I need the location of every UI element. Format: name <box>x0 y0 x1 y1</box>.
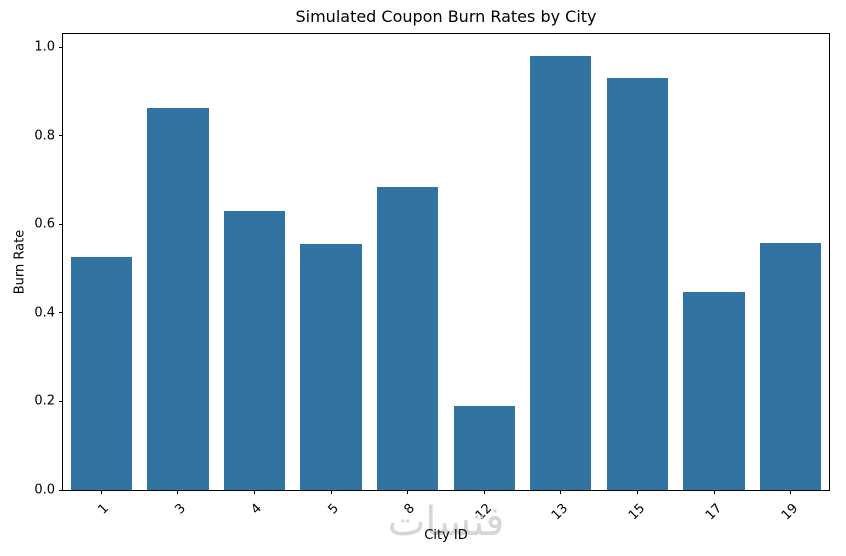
x-tick-mark <box>330 490 332 494</box>
bar-slot: 17 <box>676 34 753 523</box>
y-tick-label: 0.0 <box>34 482 55 498</box>
y-tick-mark <box>59 489 63 491</box>
bar-slot: 15 <box>599 34 676 523</box>
y-tick-label: 0.8 <box>34 128 55 144</box>
bar-city-17 <box>683 291 745 490</box>
bar-city-3 <box>147 107 209 490</box>
bar-city-13 <box>530 55 592 490</box>
bar-slot: 1 <box>63 34 140 517</box>
bar-city-5 <box>300 244 362 490</box>
bar-slot: 5 <box>293 34 370 517</box>
y-tick-label: 0.2 <box>34 393 55 409</box>
x-tick-mark <box>560 490 562 494</box>
bar-city-19 <box>760 242 822 490</box>
y-axis-label: Burn Rate <box>12 229 28 295</box>
plot-area: 1 3 4 5 8 12 13 15 17 19 0.0 0.2 0.4 0.6 0.8 1.0 <box>34 33 830 523</box>
y-tick-label: 0.6 <box>34 216 55 232</box>
y-tick-mark <box>59 46 63 48</box>
y-tick-mark <box>59 223 63 225</box>
bar-slot: 12 <box>446 34 523 523</box>
x-tick-mark <box>790 490 792 494</box>
bar-slot: 13 <box>523 34 600 523</box>
x-tick-mark <box>253 490 255 494</box>
x-tick-mark <box>177 490 179 494</box>
x-tick-mark <box>100 490 102 494</box>
y-tick-label: 0.4 <box>34 305 55 321</box>
x-tick-mark <box>713 490 715 494</box>
bar-slot: 8 <box>369 34 446 517</box>
bar-slot: 19 <box>752 34 829 523</box>
x-tick-mark <box>407 490 409 494</box>
x-tick-mark <box>636 490 638 494</box>
bars-container: 1 3 4 5 8 12 13 15 17 19 <box>63 34 829 523</box>
x-tick-mark <box>483 490 485 494</box>
bar-slot: 3 <box>140 34 217 517</box>
watermark-text: فتسات <box>387 499 505 545</box>
bar-city-15 <box>606 78 669 490</box>
x-axis-label: City ID <box>424 528 468 543</box>
bar-city-8 <box>377 186 439 490</box>
y-tick-label: 1.0 <box>34 39 55 55</box>
bar-city-4 <box>223 211 286 490</box>
bar-city-1 <box>70 256 132 490</box>
bar-slot: 4 <box>216 34 293 517</box>
bar-city-12 <box>453 405 515 490</box>
chart-title: Simulated Coupon Burn Rates by City <box>295 7 597 26</box>
y-tick-mark <box>59 400 63 402</box>
y-tick-mark <box>59 135 63 137</box>
y-tick-mark <box>59 312 63 314</box>
